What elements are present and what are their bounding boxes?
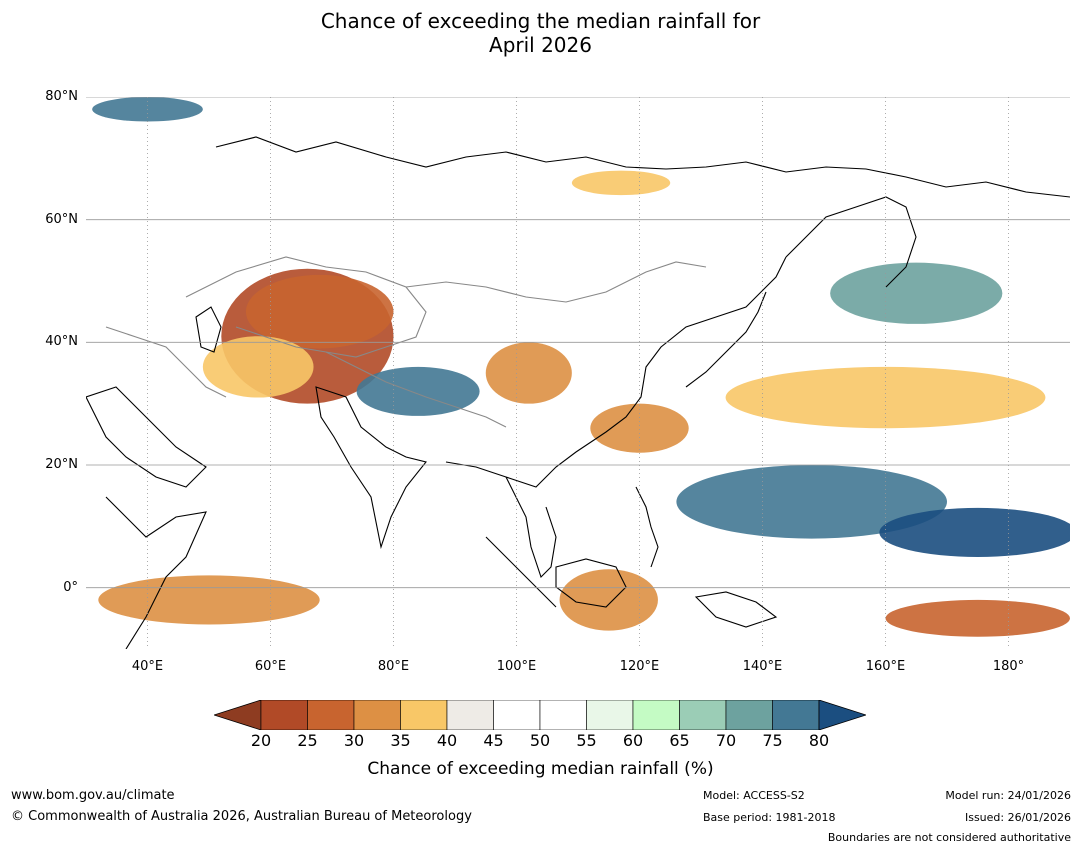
rainfall-region-13 <box>885 599 1070 637</box>
lon-label-7: 160°E <box>865 659 906 674</box>
colorbar-tick-4: 35 <box>390 731 411 750</box>
lon-label-5: 120°E <box>619 659 660 674</box>
rainfall-region-10 <box>879 507 1070 557</box>
colorbar-tick-7: 50 <box>529 731 551 750</box>
coastline-borneo <box>555 558 627 608</box>
colorbar-tick-9: 60 <box>622 731 644 750</box>
rainfall-region-2 <box>245 274 394 349</box>
country-borders <box>105 256 707 428</box>
border-china-north <box>405 261 707 303</box>
colorbar-swatch-3 <box>353 700 401 730</box>
rainfall-region-4 <box>356 366 480 416</box>
colorbar-swatch-5 <box>446 700 494 730</box>
footer-url[interactable]: www.bom.gov.au/climate <box>11 788 175 803</box>
coastline-philippines <box>635 486 659 568</box>
chart-title: Chance of exceeding the median rainfall … <box>0 9 1081 57</box>
lon-label-1: 40°E <box>131 659 164 674</box>
coastline-east-asia <box>445 256 787 488</box>
colorbar-tick-13: 80 <box>808 731 830 750</box>
border-central-asia <box>185 256 427 358</box>
colorbar-swatch-1 <box>260 700 308 730</box>
coastline-india <box>315 386 427 550</box>
colorbar-tick-12: 75 <box>762 731 783 750</box>
colorbar-tick-2: 25 <box>297 731 318 750</box>
footer-model: Model: ACCESS-S2 <box>703 789 805 802</box>
colorbar-swatch-12 <box>772 700 820 730</box>
colorbar-swatch-4 <box>400 700 448 730</box>
rainfall-region-14 <box>571 170 671 196</box>
lat-label-2: 60°N <box>45 211 78 227</box>
colorbar-tick-8: 55 <box>576 731 597 750</box>
rainfall-region-3 <box>202 336 314 398</box>
colorbar-high-arrow <box>818 700 866 730</box>
colorbar-swatch-6 <box>493 700 541 730</box>
footer-base-period: Base period: 1981-2018 <box>703 811 836 824</box>
lon-label-2: 60°E <box>254 659 287 674</box>
title-line-1: Chance of exceeding the median rainfall … <box>320 9 761 33</box>
colorbar-tick-3: 30 <box>343 731 365 750</box>
border-himalaya <box>325 351 507 428</box>
lon-label-3: 80°E <box>377 659 410 674</box>
coastline-arctic <box>215 136 1070 198</box>
rainfall-region-12 <box>98 575 320 625</box>
colorbar-swatch-9 <box>632 700 680 730</box>
title-line-2: April 2026 <box>489 33 592 57</box>
colorbar-swatches <box>214 700 866 730</box>
rainfall-region-11 <box>559 569 658 631</box>
lon-label-4: 100°E <box>496 659 537 674</box>
coastline-kamchatka <box>785 196 917 288</box>
colorbar-tick-1: 20 <box>250 731 272 750</box>
colorbar-swatch-7 <box>539 700 587 730</box>
footer-copyright: © Commonwealth of Australia 2026, Austra… <box>11 809 472 824</box>
lat-label-3: 40°N <box>45 334 78 350</box>
colorbar-tick-5: 40 <box>436 731 458 750</box>
colorbar-tick-10: 65 <box>669 731 690 750</box>
colorbar-swatch-8 <box>586 700 634 730</box>
rainfall-map <box>86 97 1070 649</box>
rainfall-region-5 <box>485 342 572 404</box>
lat-label-1: 80°N <box>45 89 78 104</box>
rainfall-region-9 <box>676 465 947 539</box>
lon-label-6: 140°E <box>742 659 783 674</box>
coastline-arabia <box>86 386 207 488</box>
colorbar-swatch-11 <box>725 700 773 730</box>
colorbar-swatch-2 <box>307 700 355 730</box>
footer-disclaimer: Boundaries are not considered authoritat… <box>827 831 1071 844</box>
colorbar-label: Chance of exceeding median rainfall (%) <box>367 759 714 779</box>
border-middle-east <box>105 326 227 398</box>
coastline-indochina <box>505 476 557 579</box>
lat-label-4: 20°N <box>45 457 78 472</box>
coastline-sumatra <box>485 536 557 608</box>
rainfall-region-6 <box>590 403 689 453</box>
colorbar-swatch-10 <box>679 700 727 730</box>
rainfall-region-7 <box>830 262 1003 324</box>
lat-label-5: 0° <box>63 579 78 595</box>
coastline-new-guinea <box>694 591 778 628</box>
colorbar-low-arrow <box>214 700 262 730</box>
footer-model-run: Model run: 24/01/2026 <box>945 789 1071 802</box>
colorbar-tick-11: 70 <box>715 731 737 750</box>
gridlines <box>86 97 1070 649</box>
lon-label-8: 180° <box>992 659 1025 674</box>
footer-issued: Issued: 26/01/2026 <box>964 811 1071 824</box>
coastline-africa-east <box>105 496 207 649</box>
colorbar-tick-6: 45 <box>483 731 504 750</box>
colorbar <box>214 700 866 730</box>
